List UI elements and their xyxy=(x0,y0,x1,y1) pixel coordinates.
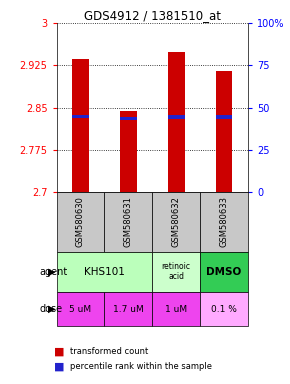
Text: transformed count: transformed count xyxy=(70,347,148,356)
Text: GSM580630: GSM580630 xyxy=(76,196,85,247)
Text: retinoic
acid: retinoic acid xyxy=(162,262,191,281)
Bar xyxy=(168,116,184,119)
Bar xyxy=(216,116,232,119)
Text: 5 uM: 5 uM xyxy=(69,305,92,314)
Text: dose: dose xyxy=(39,304,62,314)
Bar xyxy=(120,111,137,192)
Bar xyxy=(72,115,89,118)
Text: ■: ■ xyxy=(54,346,64,356)
Text: GSM580633: GSM580633 xyxy=(220,196,229,247)
Text: percentile rank within the sample: percentile rank within the sample xyxy=(70,362,212,371)
Text: 1 uM: 1 uM xyxy=(165,305,187,314)
Text: 0.1 %: 0.1 % xyxy=(211,305,237,314)
Bar xyxy=(120,116,137,120)
Text: ▶: ▶ xyxy=(48,266,56,277)
Title: GDS4912 / 1381510_at: GDS4912 / 1381510_at xyxy=(84,9,221,22)
Bar xyxy=(72,58,89,192)
Text: DMSO: DMSO xyxy=(206,266,242,277)
Text: ▶: ▶ xyxy=(48,304,56,314)
Text: 1.7 uM: 1.7 uM xyxy=(113,305,144,314)
Text: agent: agent xyxy=(39,266,67,277)
Text: GSM580632: GSM580632 xyxy=(172,196,181,247)
Text: ■: ■ xyxy=(54,362,64,372)
Text: KHS101: KHS101 xyxy=(84,266,125,277)
Text: GSM580631: GSM580631 xyxy=(124,196,133,247)
Bar xyxy=(216,71,232,192)
Bar xyxy=(168,52,184,192)
